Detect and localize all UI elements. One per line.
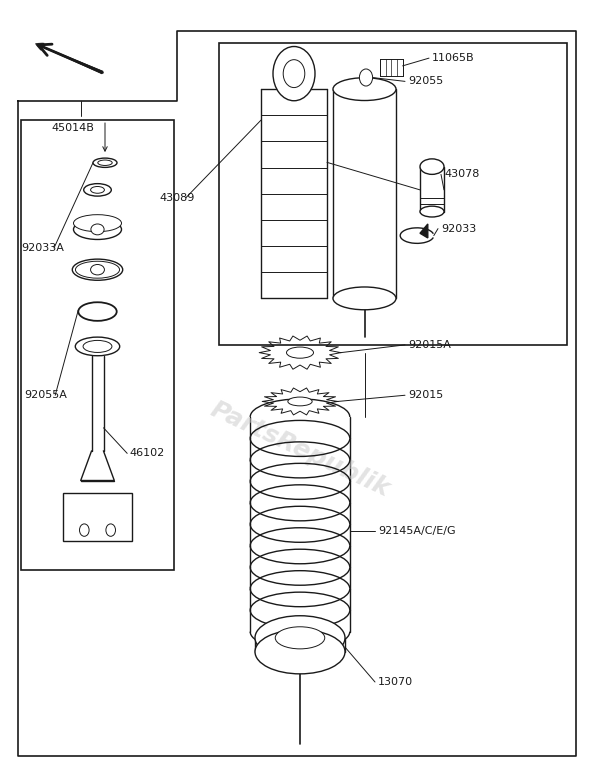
Text: 43078: 43078 [444,170,479,179]
Ellipse shape [91,264,104,275]
Circle shape [359,69,373,86]
Circle shape [283,60,305,88]
Bar [21,120,174,570]
Bar [219,43,567,345]
Text: 46102: 46102 [129,449,164,458]
Ellipse shape [420,159,444,174]
Text: 92015A: 92015A [408,340,451,350]
Ellipse shape [74,219,121,239]
Ellipse shape [255,615,345,660]
Ellipse shape [74,215,121,232]
Ellipse shape [93,158,117,167]
Text: 92145A/C/E/G: 92145A/C/E/G [378,526,455,536]
Ellipse shape [83,340,112,353]
Text: 43089: 43089 [159,193,194,202]
Polygon shape [420,224,428,238]
Circle shape [106,524,115,536]
Ellipse shape [333,287,396,310]
Ellipse shape [287,347,314,358]
Text: 13070: 13070 [378,677,413,687]
Ellipse shape [84,184,112,196]
Text: 92033: 92033 [441,224,476,233]
Ellipse shape [333,78,396,101]
Ellipse shape [91,224,104,235]
Ellipse shape [91,187,104,193]
Ellipse shape [73,259,123,281]
Ellipse shape [76,337,120,356]
Text: 92055A: 92055A [24,391,67,400]
Ellipse shape [98,160,112,166]
Circle shape [273,46,315,101]
Circle shape [80,524,89,536]
Ellipse shape [76,261,119,278]
Bar [63,493,133,541]
Text: 45014B: 45014B [51,123,94,133]
Text: 92015: 92015 [408,391,443,400]
Ellipse shape [255,629,345,673]
Ellipse shape [78,302,116,321]
Ellipse shape [275,627,325,649]
Ellipse shape [288,397,312,406]
Text: 92033A: 92033A [21,243,64,253]
Ellipse shape [420,206,444,217]
Text: 11065B: 11065B [432,53,475,63]
Text: PartsRepublik: PartsRepublik [206,398,394,501]
Text: 92055: 92055 [408,77,443,86]
